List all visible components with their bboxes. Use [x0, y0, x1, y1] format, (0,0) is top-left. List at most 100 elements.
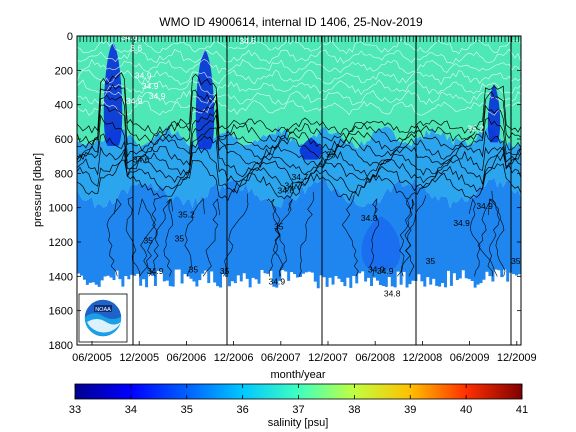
x-tick-label: 12/2008 — [403, 352, 443, 364]
y-tick-label: 600 — [55, 134, 73, 146]
thermocline-contour-line — [77, 104, 521, 160]
contour-label: 34.6 — [133, 155, 150, 165]
x-tick-label: 12/2007 — [308, 352, 348, 364]
contour-label: 34.9 — [269, 276, 286, 286]
colorbar-tick-label: 34 — [125, 404, 137, 416]
y-tick-label: 800 — [55, 168, 73, 180]
contour-label: 34.9 — [476, 201, 493, 211]
x-tick-label: 12/2009 — [497, 352, 537, 364]
x-tick-label: 12/2005 — [119, 352, 159, 364]
colorbar: 33 34 35 36 37 38 39 40 41 salinity [psu] — [69, 383, 528, 429]
contour-label: 34.7 — [292, 172, 309, 182]
contour-label: 35 — [220, 266, 230, 276]
y-tick-label: 200 — [55, 65, 73, 77]
svg-text:NOAA: NOAA — [95, 307, 111, 313]
y-tick-label: 1600 — [49, 306, 73, 318]
x-tick-label: 06/2008 — [355, 352, 395, 364]
y-tick-label: 400 — [55, 100, 73, 112]
y-tick-label: 1000 — [49, 203, 73, 215]
deep-contour-line — [163, 197, 174, 277]
surface-contour-line — [77, 38, 521, 55]
y-axis-ticks: 0 200 400 600 800 1000 1200 1400 1600 1800 — [49, 31, 521, 352]
thermocline-contour-line — [77, 127, 521, 178]
x-tick-label: 12/2006 — [214, 352, 254, 364]
deep-contour-line — [138, 198, 156, 277]
contour-label: 34.8 — [361, 213, 378, 223]
deep-contour-line — [397, 195, 427, 277]
contour-label: 34.9 — [453, 218, 470, 228]
surface-contour-line — [77, 79, 521, 96]
deep-contour-line — [491, 190, 506, 277]
contour-label: 34.9 — [377, 266, 394, 276]
x-axis-ticks: 06/2005 12/2005 06/2006 12/2006 06/2007 12/20… — [72, 341, 537, 364]
contour-label: 34.5 — [239, 36, 256, 46]
deep-contour-line — [468, 198, 481, 277]
thermocline-contour-line — [77, 146, 521, 194]
deep-contour-line — [477, 198, 498, 277]
salinity-contours — [77, 38, 521, 277]
low-salinity-patch-2008 — [361, 216, 401, 270]
deep-contour-line — [106, 198, 122, 277]
colorbar-tick-label: 36 — [237, 404, 249, 416]
thermocline-contour-line — [77, 72, 521, 136]
thermocline-contour-line — [77, 113, 521, 167]
deep-contour-line — [202, 198, 221, 277]
contour-label: 34.6 — [121, 32, 138, 42]
colorbar-tick-label: 33 — [69, 404, 81, 416]
plot-area: 34.63.634.934.934.934.934.63534.93535.23… — [76, 32, 539, 346]
contour-label: 3.6 — [130, 43, 142, 53]
contour-label: 35.2 — [522, 62, 539, 72]
colorbar-tick-label: 41 — [516, 404, 528, 416]
x-axis-label: month/year — [270, 369, 325, 381]
contour-label: 34.9 — [147, 266, 164, 276]
deep-contour-line — [269, 198, 293, 277]
x-tick-label: 06/2009 — [450, 352, 490, 364]
contour-label: 34.7 — [285, 180, 302, 190]
colorbar-ticks: 33 34 35 36 37 38 39 40 41 — [69, 384, 528, 416]
x-tick-label: 06/2006 — [167, 352, 207, 364]
y-axis-label: pressure [dbar] — [32, 153, 44, 227]
contour-label: 35 — [326, 149, 336, 159]
deep-contour-line — [399, 198, 415, 277]
thermocline-contour-line — [77, 94, 521, 152]
plot-frame — [76, 35, 522, 346]
deep-contour-line — [148, 198, 159, 277]
contour-label: 35 — [274, 222, 284, 232]
contour-label: 35 — [143, 235, 153, 245]
colorbar-tick-label: 38 — [348, 404, 360, 416]
contour-label: 34.9 — [135, 70, 152, 80]
colorbar-tick-label: 40 — [460, 404, 472, 416]
deep-contour-line — [267, 198, 287, 277]
colorbar-tick-label: 37 — [292, 404, 304, 416]
y-tick-label: 1200 — [49, 237, 73, 249]
contour-label: 35 — [189, 264, 199, 274]
surface-contour-line — [77, 58, 521, 74]
x-tick-label: 06/2005 — [72, 352, 112, 364]
x-tick-label: 06/2007 — [261, 352, 301, 364]
fresh-intrusion-2007 — [299, 137, 323, 160]
contour-label: 35 — [175, 234, 185, 244]
surface-contour-line — [77, 48, 521, 65]
noaa-logo: NOAA — [78, 293, 128, 343]
deep-contour-line — [341, 194, 359, 277]
contour-label: 35 — [511, 256, 521, 266]
chart-title: WMO ID 4900614, internal ID 1406, 25-Nov… — [159, 15, 423, 29]
contour-label: 34.8 — [384, 289, 401, 299]
contour-labels: 34.63.634.934.934.934.934.63534.93535.23… — [121, 32, 539, 299]
contour-label: 35 — [426, 256, 436, 266]
y-tick-label: 0 — [67, 31, 73, 43]
profile-tick-marks — [79, 36, 519, 42]
colorbar-tick-label: 35 — [181, 404, 193, 416]
surface-contour-line — [77, 100, 521, 116]
contour-label: 35.2 — [467, 124, 484, 134]
thermocline-contour-line — [77, 135, 521, 185]
contour-label: 34.9 — [142, 81, 159, 91]
deep-water-band — [77, 176, 521, 289]
deep-contour-line — [405, 198, 415, 277]
y-tick-label: 1800 — [49, 340, 73, 352]
deep-contour-line — [223, 193, 249, 277]
year-boundary-lines — [132, 36, 512, 345]
colorbar-label: salinity [psu] — [268, 417, 329, 429]
surface-contour-line — [77, 89, 521, 106]
